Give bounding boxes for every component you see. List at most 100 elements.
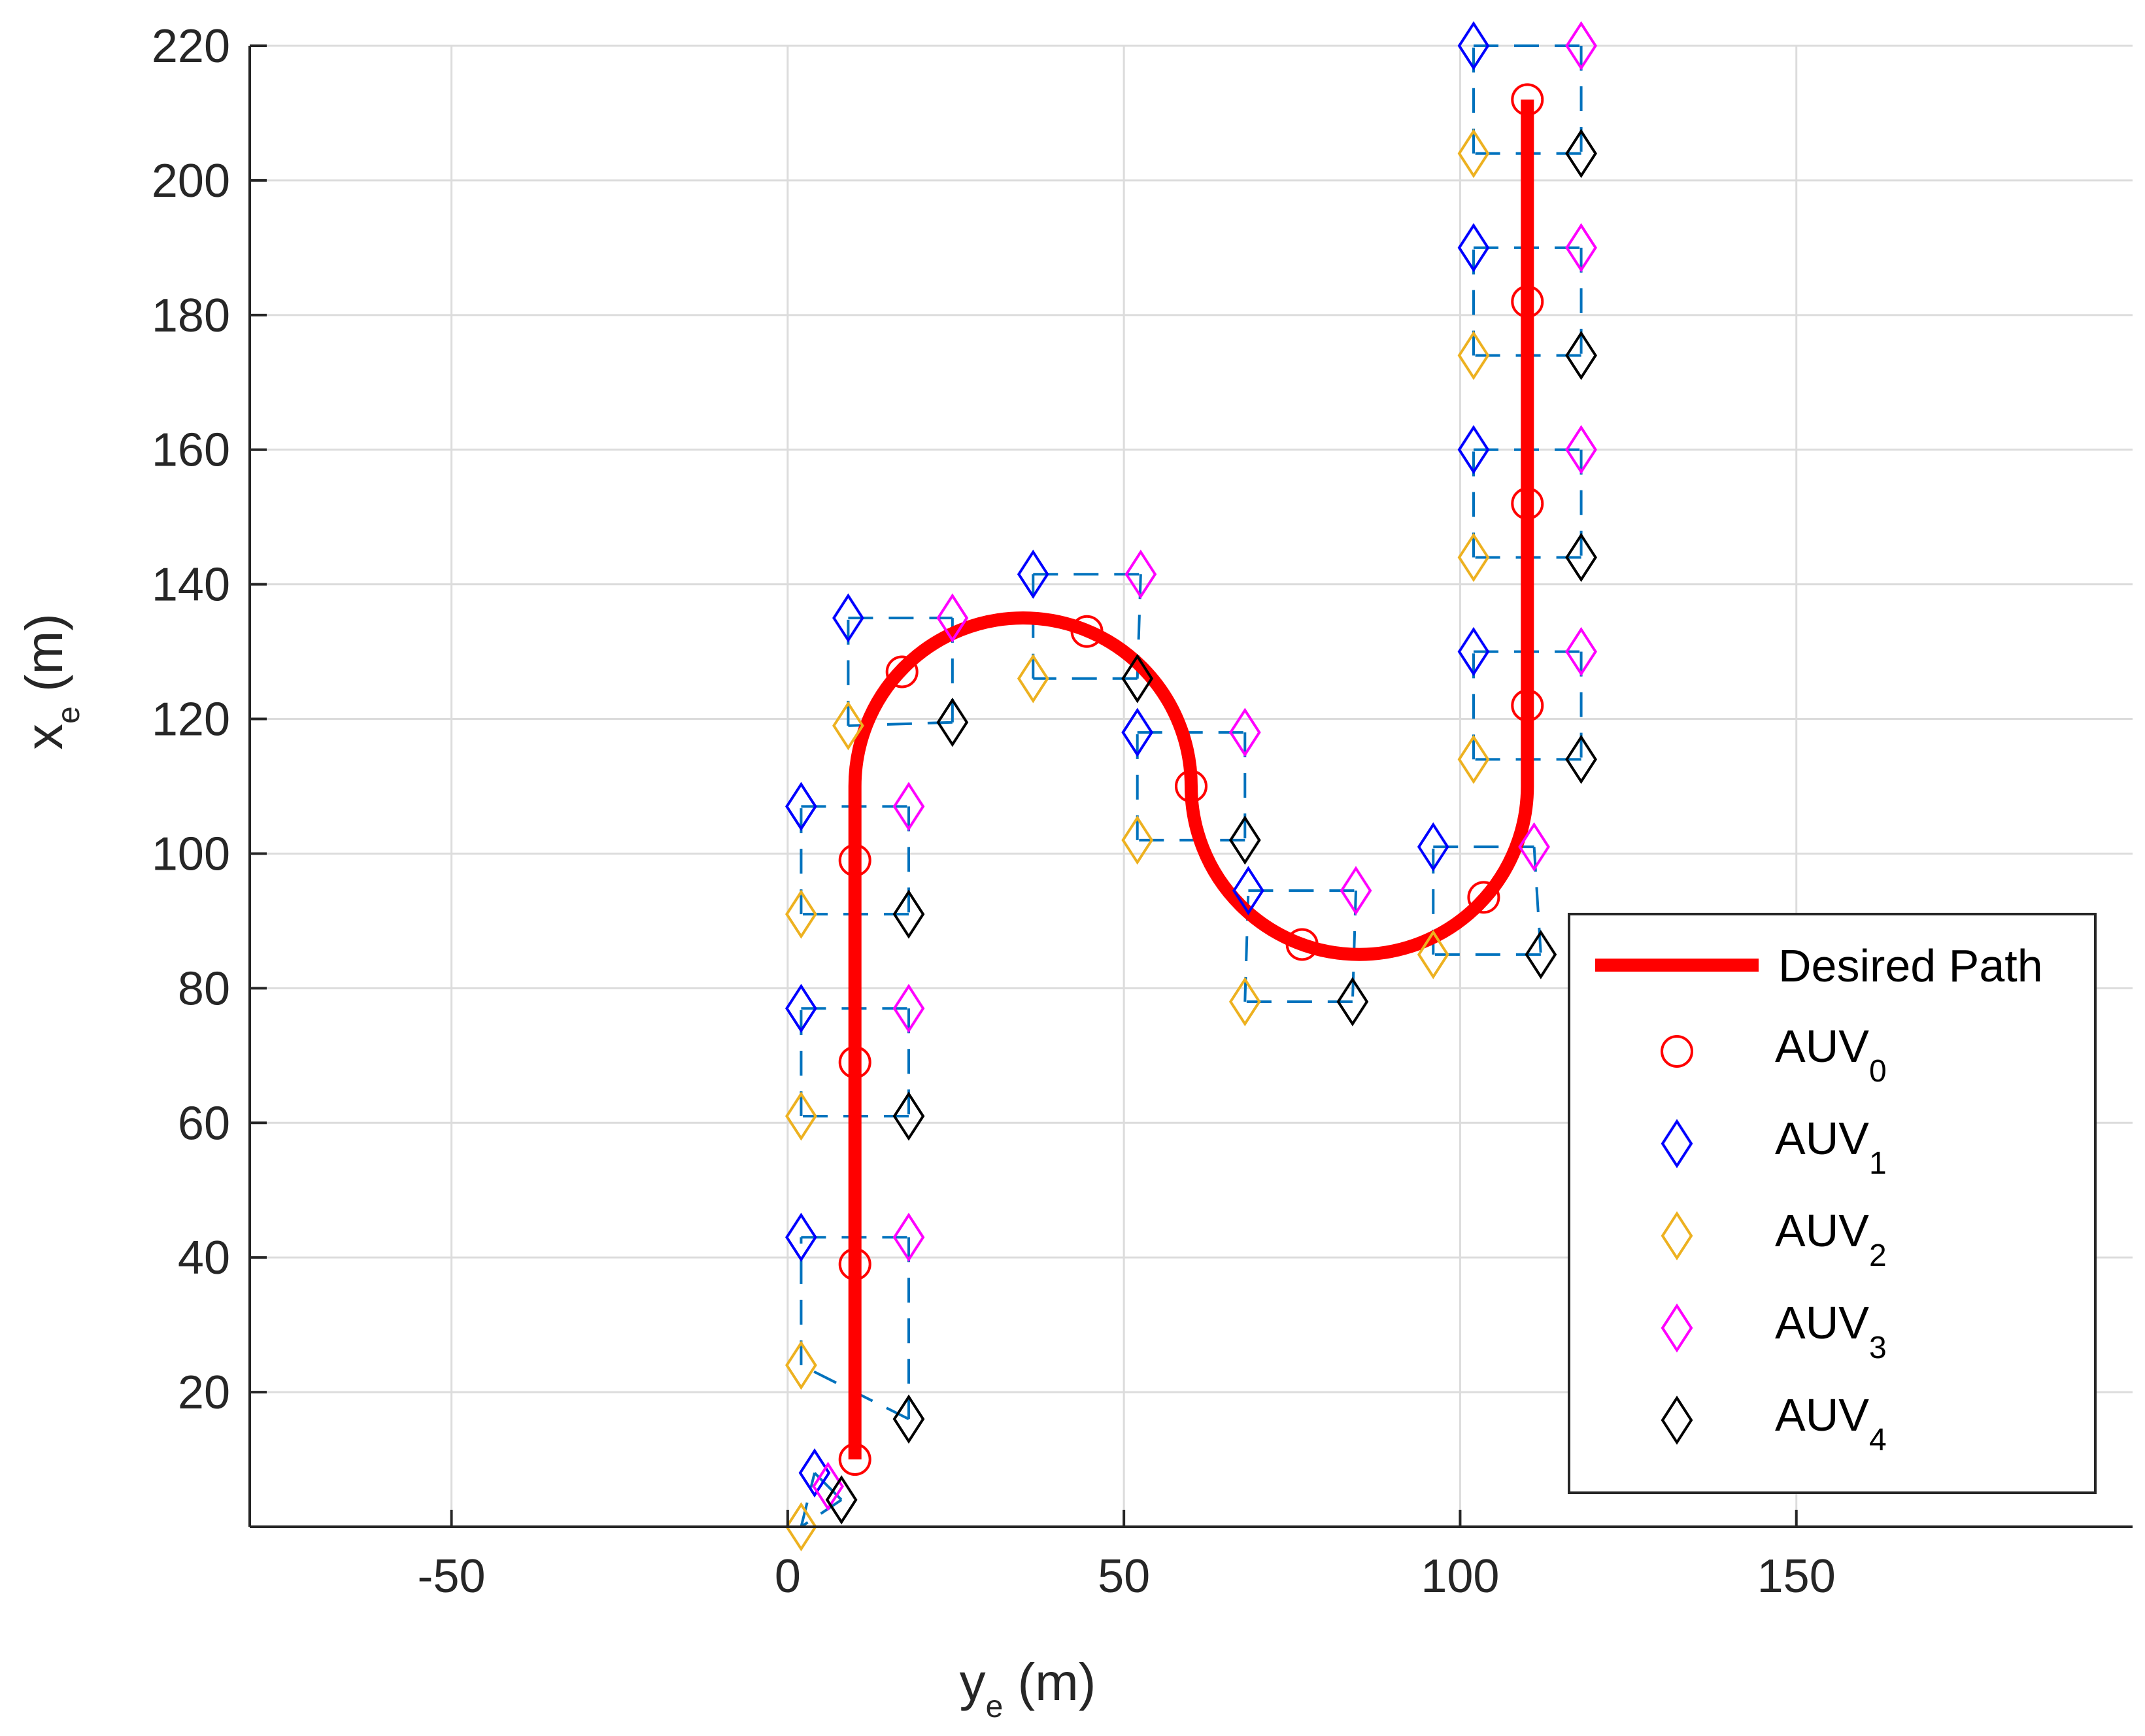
auv1-marker [1457,626,1490,677]
y-tick-label: 120 [152,694,230,746]
auv3-marker [812,1461,844,1511]
auv4-marker [892,889,925,939]
auv1-marker [1457,21,1490,71]
auv2-marker [785,1091,817,1141]
x-axis-title: ye (m) [960,1653,1096,1724]
auv4-marker [892,1091,925,1141]
legend-auv2-swatch [1661,1211,1693,1261]
auv0-marker [838,843,871,877]
y-tick-label: 180 [152,290,230,342]
auv4-marker [1565,129,1597,179]
y-tick-label: 40 [178,1232,230,1284]
auv0-marker [838,1248,871,1281]
grid [250,44,2133,1527]
auv2-marker [832,701,864,751]
x-tick-label: 150 [1757,1550,1836,1603]
auv1-marker [1017,549,1049,599]
auv2-marker [1457,532,1490,583]
legend-auv2-label: AUV2 [1775,1205,1887,1273]
auv3-marker [1565,626,1597,677]
auv1-marker [832,593,864,643]
auv1-marker [798,1448,831,1498]
x-tick-label: -50 [418,1550,486,1603]
auv4-marker [1565,734,1597,784]
y-tick-label: 200 [152,155,230,207]
auv0-marker [1511,689,1544,722]
auv2-marker [1457,330,1490,381]
auv4-marker [1336,977,1369,1027]
legend-auv1-label: AUV1 [1775,1113,1887,1181]
legend-desired-path-label: Desired Path [1778,940,2043,991]
x-tick-label: 100 [1421,1550,1499,1603]
auv1-marker [1121,707,1154,757]
auv3-marker [1565,223,1597,273]
auv3-marker [1518,822,1550,872]
auv2-marker [1457,734,1490,784]
auv2-marker [1417,930,1449,979]
markers-layer [785,21,1597,1552]
auv1-marker [1417,822,1449,872]
x-tick-label: 0 [775,1550,801,1603]
auv1-marker [1232,866,1264,915]
auv0-marker [838,1443,871,1476]
auv4-marker [1565,532,1597,583]
auv0-marker [1175,770,1208,803]
x-tick-label: 50 [1098,1550,1150,1603]
auv0-marker [1511,285,1544,318]
auv3-marker [892,1212,925,1262]
auv3-marker [892,781,925,832]
auv0-marker [1285,928,1319,961]
y-axis-title: xe (m) [15,613,86,750]
desired-path-line [848,99,1534,1460]
auv3-marker [1340,866,1372,915]
axis-titles: ye (m) xe (m) [15,613,1096,1724]
tick-labels: -50 0 50 100 150 20 40 60 80 100 120 140 160 180 200 22… [152,20,1836,1603]
formation-link [1532,847,1542,955]
auv1-marker [1457,223,1490,273]
auv1-marker [785,1212,817,1262]
legend: Desired Path AUV0 AUV1 AUV2 AUV3 AUV4 [1568,913,2097,1494]
auv0-marker [885,655,919,689]
axes [248,44,2133,1528]
auv0-marker [1511,487,1544,520]
y-tick-label: 160 [152,424,230,477]
auv3-marker [1124,549,1157,599]
auv4-marker [936,698,969,747]
y-tick-label: 100 [152,828,230,880]
auv2-marker [785,1340,817,1390]
auv1-marker [785,983,817,1033]
auv0-marker [1511,83,1544,116]
formation-link [1351,891,1357,1002]
legend-box [1568,913,2097,1494]
y-tick-label: 220 [152,20,230,73]
formation-link [800,1472,816,1527]
y-tick-label: 140 [152,559,230,611]
auv1-marker [785,781,817,832]
auv3-marker [1565,425,1597,475]
legend-auv0-label: AUV0 [1775,1021,1887,1089]
auv4-marker [1565,330,1597,381]
auv4-marker [1121,654,1154,704]
auv4-marker [1525,930,1557,979]
auv2-marker [1121,815,1154,865]
y-tick-label: 80 [178,962,230,1015]
desired-path-layer [848,99,1534,1460]
auv2-marker [785,889,817,939]
legend-auv3-label: AUV3 [1775,1297,1887,1365]
auv3-marker [936,593,969,643]
legend-auv1-swatch [1661,1119,1693,1168]
auv0-marker [1467,881,1500,914]
auv4-marker [825,1475,858,1525]
auv3-marker [1565,21,1597,71]
auv3-marker [1228,707,1261,757]
auv2-marker [1017,654,1049,704]
auv4-marker [1228,815,1261,865]
formation-link [813,1472,829,1488]
y-tick-label: 20 [178,1367,230,1419]
auv1-marker [1457,425,1490,475]
auv2-marker [785,1502,817,1552]
legend-auv4-label: AUV4 [1775,1389,1887,1457]
y-tick-label: 60 [178,1097,230,1149]
legend-auv3-swatch [1661,1303,1693,1353]
